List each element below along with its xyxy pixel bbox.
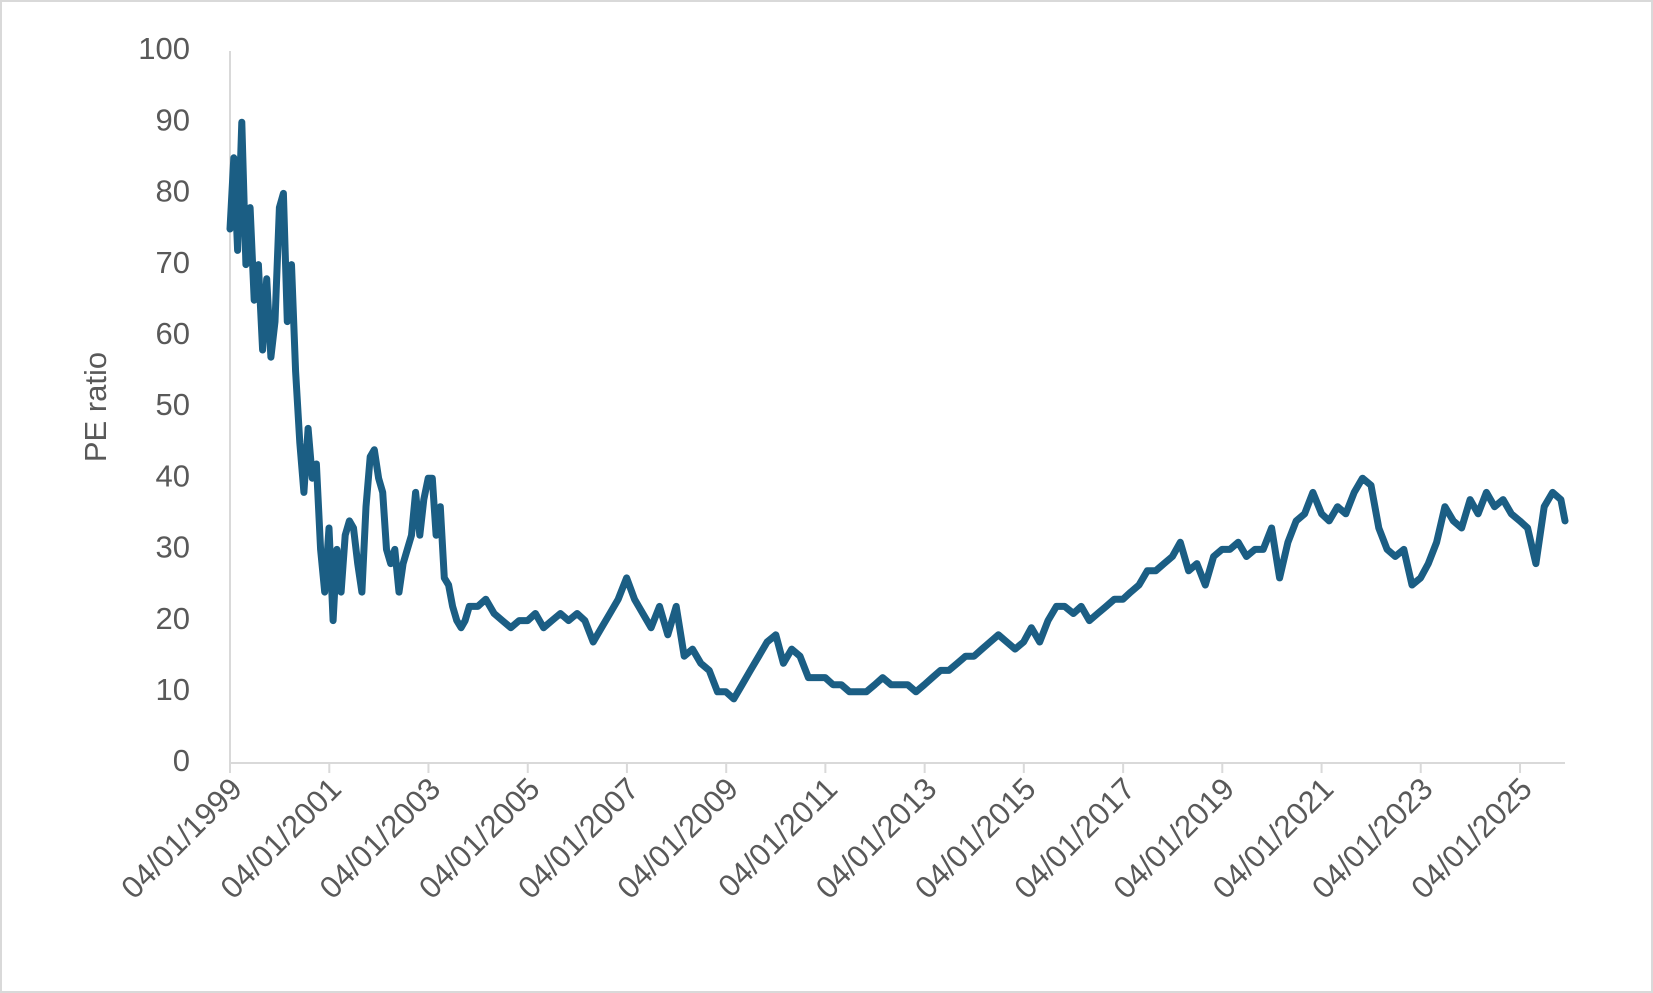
y-axis-label: PE ratio — [78, 352, 113, 462]
pe-line — [226, 118, 1569, 703]
y-tick-label: 100 — [138, 31, 190, 66]
y-tick-label: 20 — [156, 601, 190, 636]
y-tick-label: 30 — [156, 530, 190, 565]
y-tick-label: 40 — [156, 458, 190, 493]
y-tick-label: 10 — [156, 672, 190, 707]
y-tick-label: 0 — [173, 743, 190, 778]
y-tick-label: 60 — [156, 316, 190, 351]
y-tick-label: 50 — [156, 387, 190, 422]
y-tick-label: 90 — [156, 102, 190, 137]
y-tick-label: 80 — [156, 174, 190, 209]
y-tick-label: 70 — [156, 245, 190, 280]
